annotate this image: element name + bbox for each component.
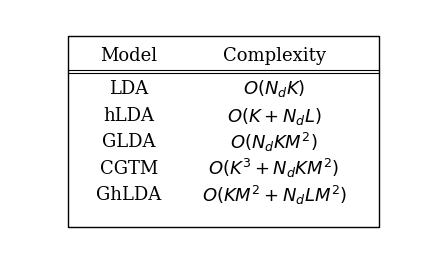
Text: GLDA: GLDA bbox=[102, 134, 156, 152]
Text: LDA: LDA bbox=[109, 80, 149, 98]
Text: GhLDA: GhLDA bbox=[96, 186, 161, 204]
Text: $O(K M^2 + N_d L M^2)$: $O(K M^2 + N_d L M^2)$ bbox=[201, 184, 347, 207]
Text: $O(N_d K M^2)$: $O(N_d K M^2)$ bbox=[230, 131, 318, 154]
Text: Complexity: Complexity bbox=[223, 47, 326, 65]
Text: $O(K + N_d L)$: $O(K + N_d L)$ bbox=[227, 106, 321, 126]
Text: $O(N_d K)$: $O(N_d K)$ bbox=[243, 78, 305, 99]
Text: Model: Model bbox=[100, 47, 157, 65]
FancyBboxPatch shape bbox=[68, 36, 379, 227]
Text: $O(K^3 + N_d K M^2)$: $O(K^3 + N_d K M^2)$ bbox=[208, 157, 340, 181]
Text: hLDA: hLDA bbox=[103, 107, 154, 125]
Text: CGTM: CGTM bbox=[100, 160, 158, 178]
